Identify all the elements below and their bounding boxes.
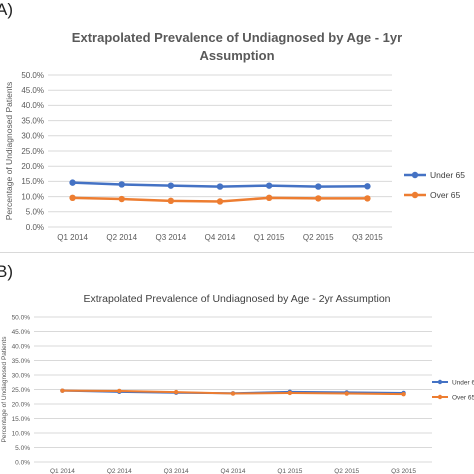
x-tick-label: Q2 2014 xyxy=(106,233,137,242)
data-point xyxy=(69,179,76,186)
panel-a-label: A) xyxy=(0,0,13,19)
data-point xyxy=(344,391,349,396)
x-tick-label: Q1 2014 xyxy=(57,233,88,242)
data-point xyxy=(315,195,322,202)
data-point xyxy=(216,183,224,190)
y-tick-label: 20.0% xyxy=(21,162,44,171)
legend-swatch-marker xyxy=(411,171,419,179)
x-tick-label: Q3 2014 xyxy=(164,468,189,474)
data-point xyxy=(216,198,224,205)
data-point xyxy=(265,194,273,202)
y-tick-label: 15.0% xyxy=(12,416,31,423)
data-point xyxy=(265,182,273,189)
y-tick-label: 50.0% xyxy=(21,71,44,80)
data-point xyxy=(118,195,125,203)
y-axis-title: Percentage of Undiagnosed Patients xyxy=(1,336,8,443)
y-tick-label: 35.0% xyxy=(12,358,31,365)
data-point xyxy=(167,182,175,189)
data-point xyxy=(364,195,371,202)
y-tick-label: 20.0% xyxy=(12,401,31,408)
data-point xyxy=(315,183,322,190)
y-tick-label: 5.0% xyxy=(26,208,44,217)
y-tick-label: 40.0% xyxy=(12,343,31,350)
x-tick-label: Q2 2015 xyxy=(303,233,334,242)
chart-a: Extrapolated Prevalence of Undiagnosed b… xyxy=(4,30,465,242)
x-tick-label: Q2 2014 xyxy=(107,468,132,474)
x-tick-label: Q3 2015 xyxy=(391,468,416,474)
x-tick-label: Q4 2014 xyxy=(205,233,236,242)
data-point xyxy=(364,183,371,190)
legend-label: Over 65 xyxy=(452,394,474,401)
y-tick-label: 15.0% xyxy=(21,177,44,186)
chart-title-line: Assumption xyxy=(199,48,274,63)
data-point xyxy=(117,388,122,394)
data-point xyxy=(167,197,175,205)
chart-title-line: Extrapolated Prevalence of Undiagnosed b… xyxy=(83,293,390,305)
x-tick-label: Q4 2014 xyxy=(221,468,246,474)
panel-b-label: B) xyxy=(0,262,13,281)
x-tick-label: Q3 2014 xyxy=(156,233,187,242)
data-point xyxy=(401,391,406,397)
data-point xyxy=(69,194,76,202)
legend-swatch-marker xyxy=(437,379,443,385)
y-tick-label: 45.0% xyxy=(21,86,44,95)
y-tick-label: 25.0% xyxy=(21,147,44,156)
y-tick-label: 30.0% xyxy=(21,132,44,141)
legend-label: Under 65 xyxy=(430,170,465,180)
y-tick-label: 40.0% xyxy=(21,101,44,110)
y-axis-title: Percentage of Undiagnosed Patients xyxy=(4,82,14,220)
y-tick-label: 25.0% xyxy=(12,387,31,394)
legend-swatch-marker xyxy=(411,191,419,199)
legend-label: Under 65 xyxy=(452,379,474,386)
y-tick-label: 45.0% xyxy=(12,329,31,336)
y-tick-label: 10.0% xyxy=(12,430,31,437)
y-tick-label: 0.0% xyxy=(15,459,30,466)
y-tick-label: 5.0% xyxy=(15,445,30,452)
x-tick-label: Q3 2015 xyxy=(352,233,383,242)
data-point xyxy=(60,388,65,393)
x-tick-label: Q1 2015 xyxy=(277,468,302,474)
y-tick-label: 10.0% xyxy=(21,192,44,201)
data-point xyxy=(173,389,179,395)
y-tick-label: 0.0% xyxy=(26,223,44,232)
data-point xyxy=(230,391,236,396)
chart-b: Extrapolated Prevalence of Undiagnosed b… xyxy=(1,293,474,474)
y-tick-label: 35.0% xyxy=(21,116,44,125)
x-tick-label: Q2 2015 xyxy=(334,468,359,474)
y-tick-label: 30.0% xyxy=(12,372,31,379)
legend-label: Over 65 xyxy=(430,190,461,200)
data-point xyxy=(118,181,125,188)
chart-title-line: Extrapolated Prevalence of Undiagnosed b… xyxy=(72,30,402,45)
x-tick-label: Q1 2015 xyxy=(254,233,285,242)
data-point xyxy=(287,390,293,396)
legend-swatch-marker xyxy=(437,394,443,400)
x-tick-label: Q1 2014 xyxy=(50,468,75,474)
y-tick-label: 50.0% xyxy=(12,314,31,321)
panel-divider xyxy=(0,252,474,253)
